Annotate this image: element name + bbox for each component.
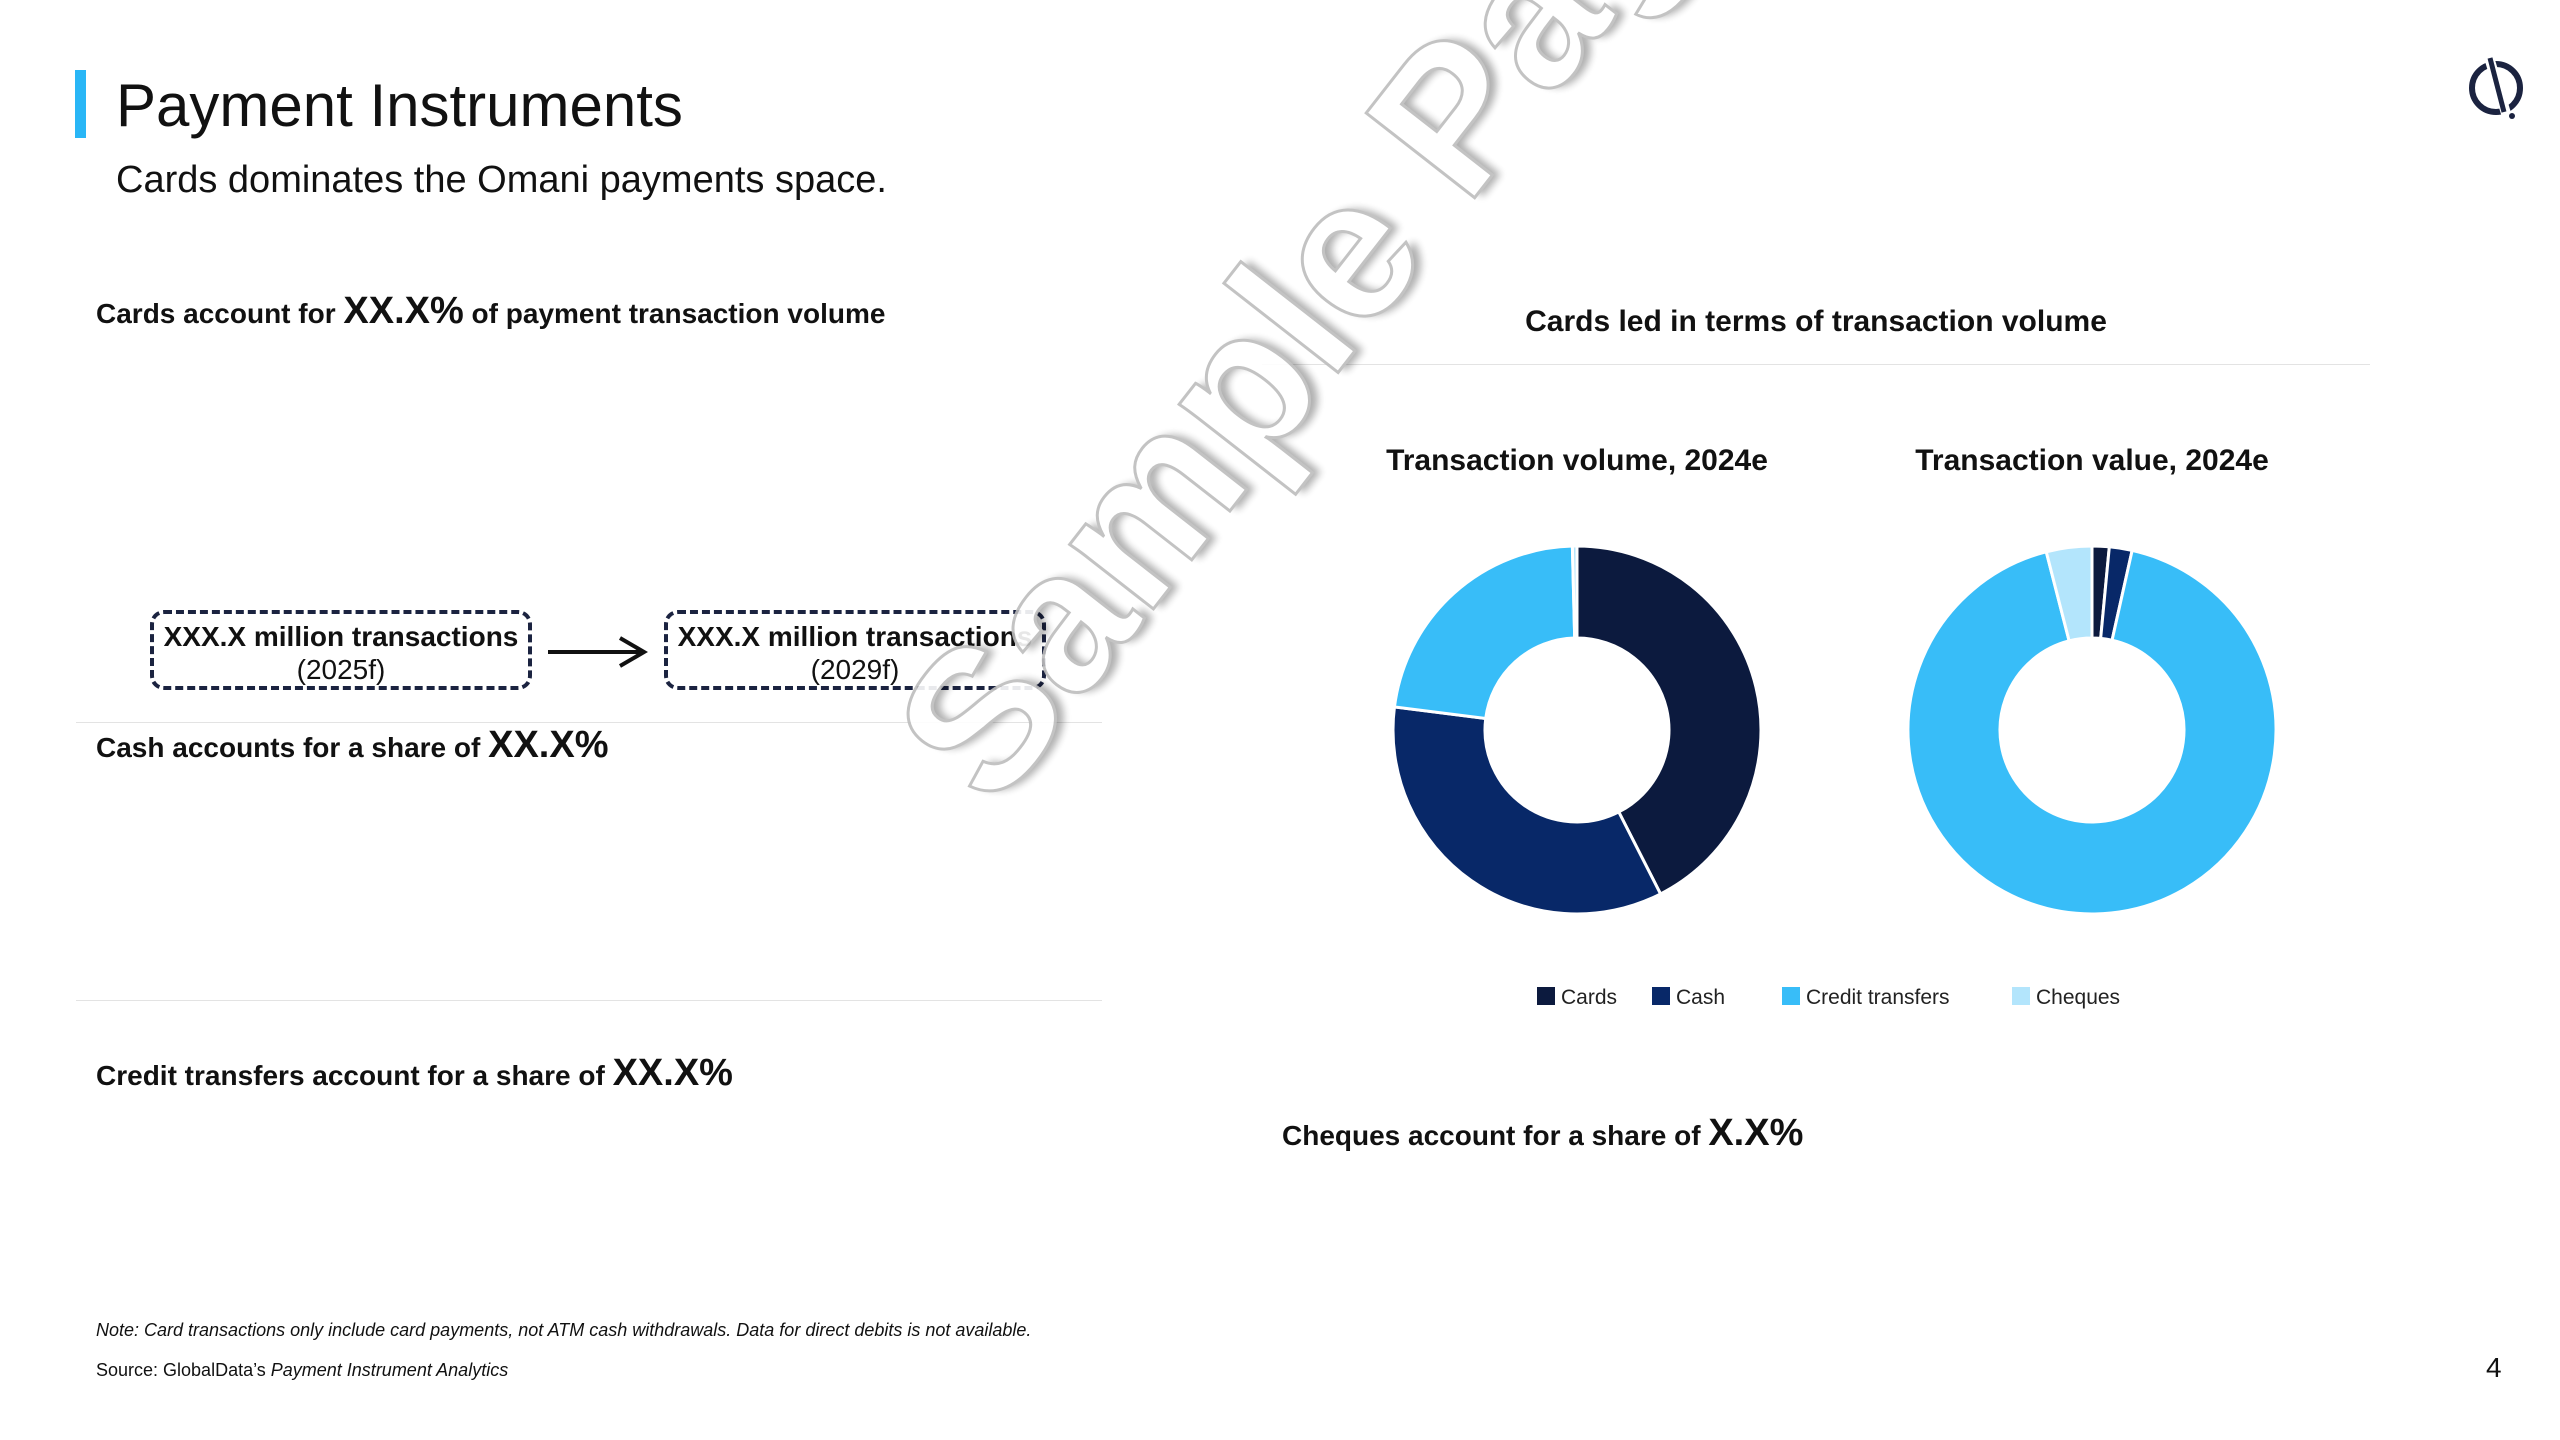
title-accent-bar (75, 70, 86, 138)
donut-volume (1393, 546, 1761, 914)
divider (76, 1000, 1102, 1001)
legend-label-cards: Cards (1561, 986, 1617, 1009)
cards-volume-share-stat: Cards account for XX.X% of payment trans… (96, 290, 885, 333)
donut-value (1908, 546, 2276, 914)
slice-credit-transfers (1394, 546, 1574, 718)
legend-swatch-cheques (2012, 987, 2030, 1005)
arrow-right-icon (546, 634, 650, 670)
divider (1262, 364, 2370, 365)
divider (76, 722, 1102, 723)
legend-label-credit-transfers: Credit transfers (1806, 986, 1950, 1009)
credit-transfers-share-stat: Credit transfers account for a share of … (96, 1052, 733, 1095)
chart-section-heading: Cards led in terms of transaction volume (1262, 305, 2370, 339)
legend-swatch-credit-transfers (1782, 987, 1800, 1005)
forecast-2025-value: XXX.X million transactions (154, 620, 528, 654)
chart-title-volume: Transaction volume, 2024e (1386, 444, 1768, 477)
chart-title-value: Transaction value, 2024e (1915, 444, 2269, 477)
forecast-2029-year: (2029f) (668, 654, 1042, 686)
donut-charts: Transaction volume, 2024e Transaction va… (1262, 430, 2370, 1030)
legend-label-cheques: Cheques (2036, 986, 2120, 1009)
forecast-2025-year: (2025f) (154, 654, 528, 686)
forecast-2029-value: XXX.X million transactions (668, 620, 1042, 654)
globaldata-logo-icon (2462, 50, 2530, 122)
cash-share-stat: Cash accounts for a share of XX.X% (96, 724, 609, 767)
cheques-share-stat: Cheques account for a share of X.X% (1282, 1112, 1803, 1155)
chart-legend: Cards Cash Credit transfers Cheques (1537, 986, 2120, 1009)
page-subtitle: Cards dominates the Omani payments space… (116, 155, 887, 205)
page-number: 4 (2486, 1352, 2502, 1384)
legend-swatch-cards (1537, 987, 1555, 1005)
legend-swatch-cash (1652, 987, 1670, 1005)
page-title: Payment Instruments (116, 66, 683, 146)
legend-label-cash: Cash (1676, 986, 1725, 1009)
source-line: Source: GlobalData’s Payment Instrument … (96, 1360, 508, 1381)
forecast-box-2029: XXX.X million transactions (2029f) (664, 610, 1046, 690)
forecast-box-2025: XXX.X million transactions (2025f) (150, 610, 532, 690)
slice-cheques (1572, 546, 1577, 638)
footnote: Note: Card transactions only include car… (96, 1320, 1031, 1341)
